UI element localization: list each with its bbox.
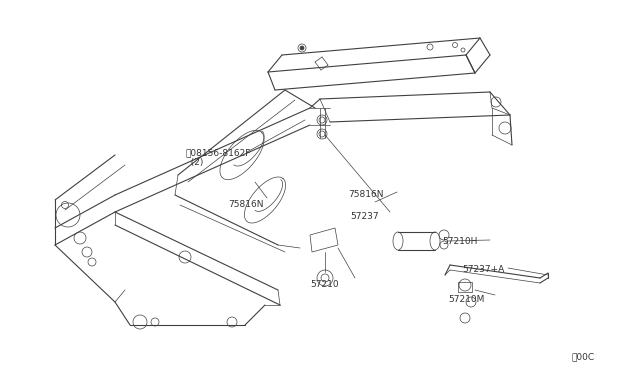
Text: 57237+A: 57237+A: [462, 265, 504, 274]
Text: 57237: 57237: [350, 212, 379, 221]
Text: 㕰00C: 㕰00C: [572, 352, 595, 361]
Text: 57210M: 57210M: [448, 295, 484, 304]
Circle shape: [300, 46, 304, 50]
Text: 75816N: 75816N: [348, 190, 383, 199]
Text: 57210: 57210: [310, 280, 339, 289]
Text: Ⓑ08156-8162F
  (2): Ⓑ08156-8162F (2): [185, 148, 250, 167]
Text: 57210H: 57210H: [442, 237, 477, 246]
Text: 75816N: 75816N: [228, 200, 264, 209]
